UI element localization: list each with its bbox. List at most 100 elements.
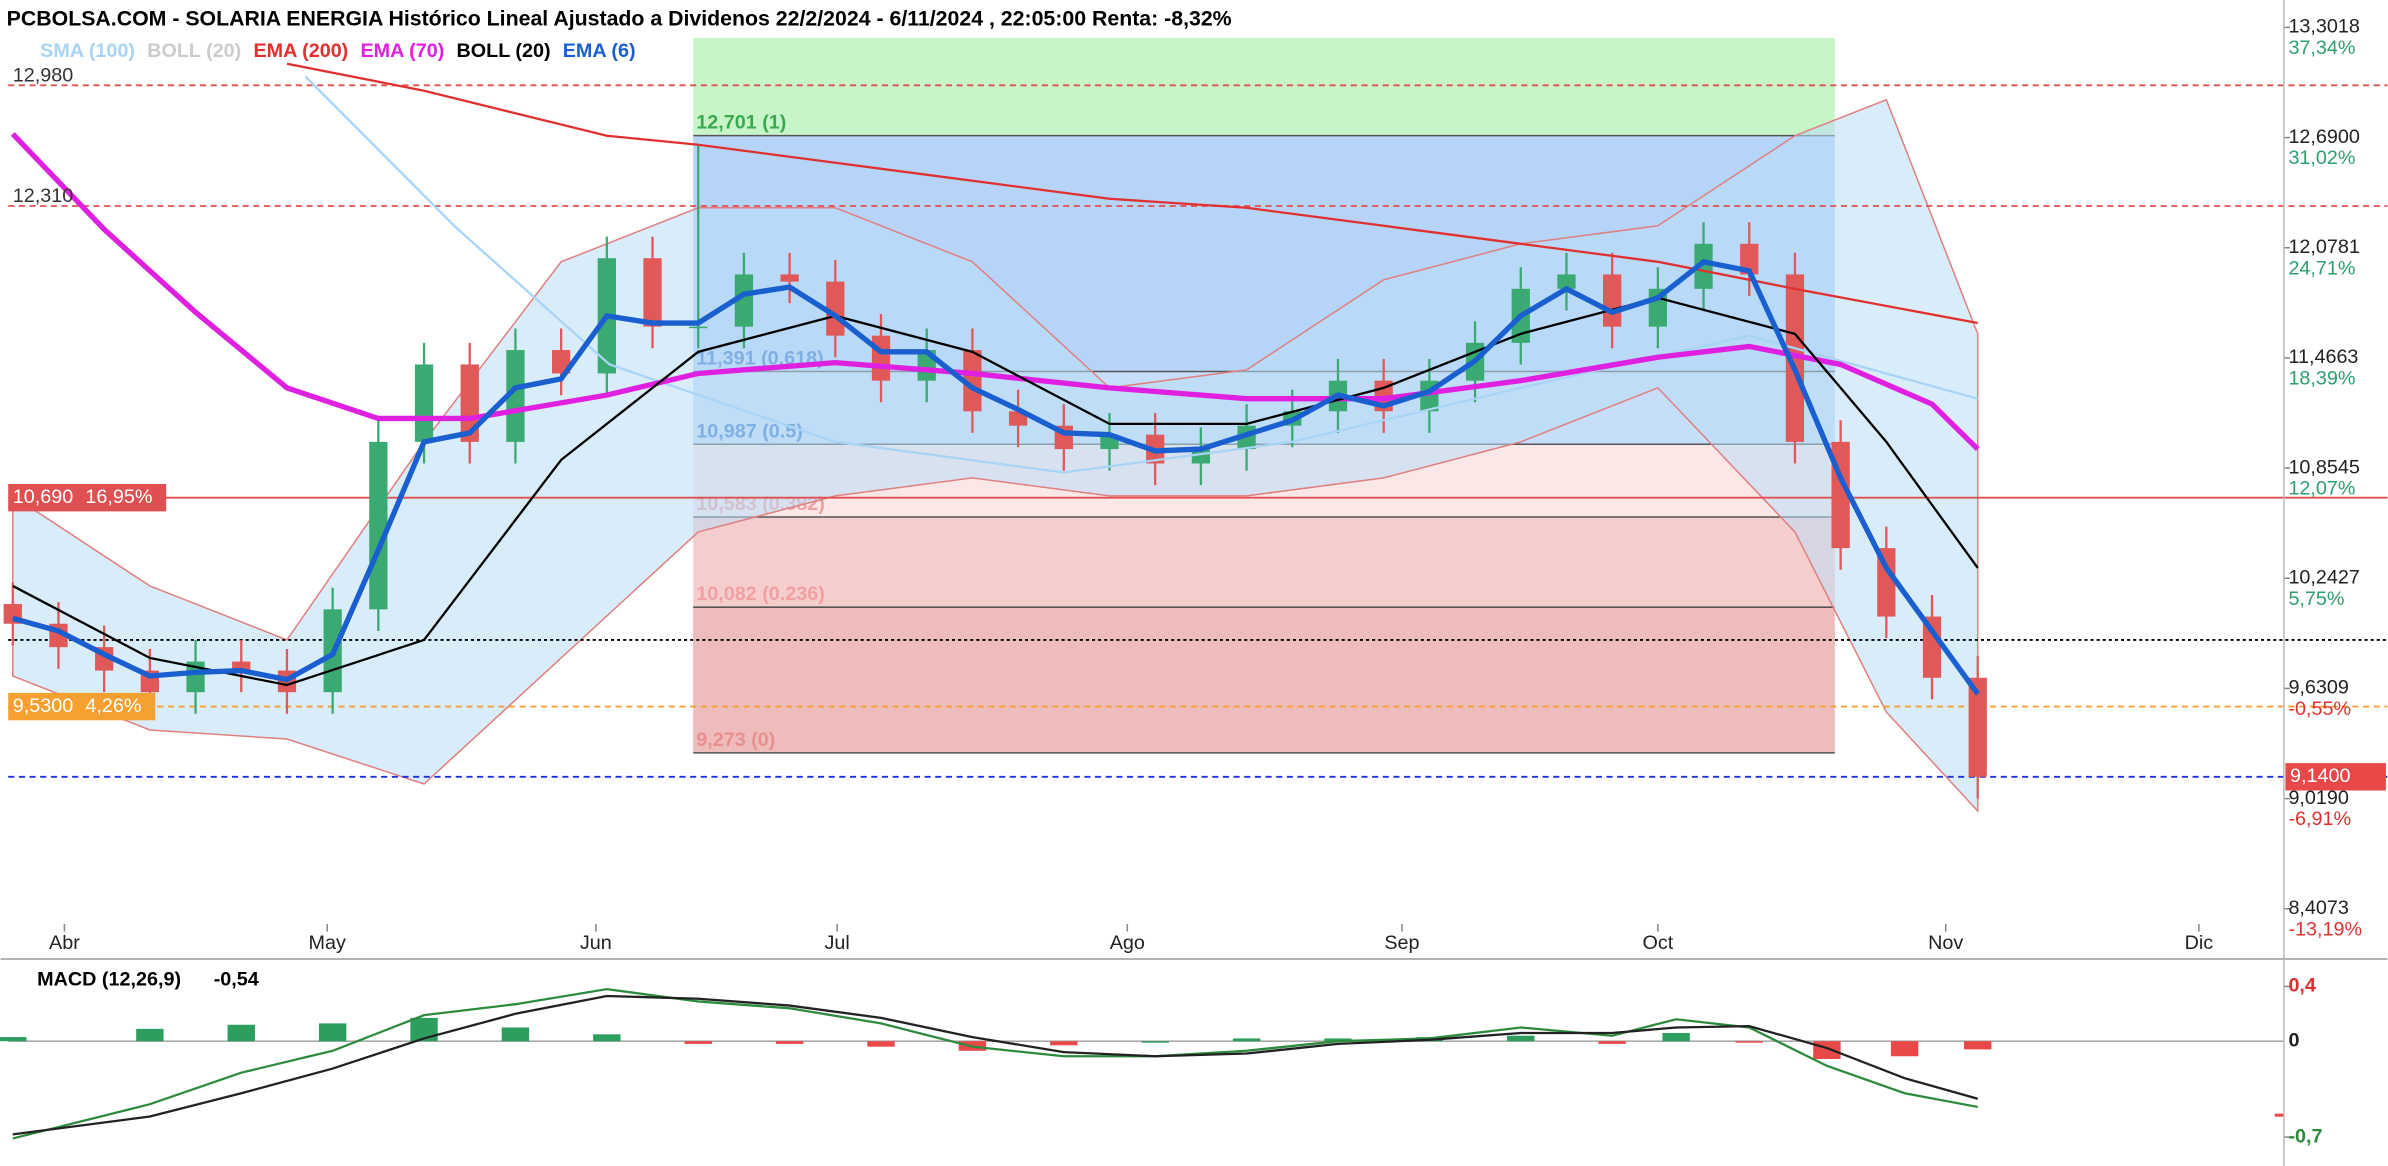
x-tick-label: Jul — [825, 932, 850, 954]
macd-histogram-bar — [1964, 1041, 1992, 1050]
macd-line — [12, 987, 1978, 1140]
y-tick-label: 9,0190 — [2288, 787, 2348, 809]
candle-body — [414, 364, 434, 442]
candle-body — [963, 350, 982, 412]
y-tick-pct-label: 37,34% — [2288, 37, 2355, 59]
fib-label: 12,701 (1) — [696, 112, 786, 134]
y-tick-label: 9,6309 — [2288, 677, 2348, 699]
legend-entry: EMA (70) — [360, 40, 444, 62]
candle-body — [1008, 411, 1028, 426]
indicator-line — [286, 62, 1978, 325]
candle-body — [1740, 243, 1759, 275]
x-tick-label: Jun — [580, 932, 612, 954]
x-tick-label: Oct — [1642, 932, 1673, 954]
x-tick-label: Abr — [49, 932, 80, 954]
macd-histogram-bar — [1324, 1038, 1352, 1042]
x-tick-label: Ago — [1110, 932, 1145, 954]
x-tick-label: May — [309, 932, 346, 954]
macd-histogram-bar — [1507, 1035, 1535, 1042]
macd-histogram-bar — [1890, 1041, 1919, 1057]
candle-body — [1557, 274, 1576, 289]
y-tick-label: 0 — [2288, 1029, 2299, 1051]
y-tick-pct-label: -6,91% — [2288, 808, 2351, 830]
y-tick-pct-label: 18,39% — [2288, 367, 2355, 389]
price-label-box — [8, 692, 156, 721]
candle-body — [1603, 274, 1622, 327]
fib-label: 9,273 (0) — [696, 729, 775, 751]
pct-label: 16,95% — [85, 486, 152, 508]
candle-body — [552, 350, 571, 374]
candle-body — [506, 350, 525, 442]
fib-zone — [693, 607, 1835, 753]
macd-histogram-bar — [410, 1017, 438, 1042]
fib-zone — [693, 38, 1835, 136]
y-tick-label: 12,6900 — [2288, 126, 2359, 148]
legend-entry: EMA (200) — [253, 40, 348, 62]
pct-label: 4,26% — [85, 695, 141, 717]
candle-body — [871, 335, 891, 381]
x-tick-label: Dic — [2185, 932, 2214, 954]
bollinger-band — [12, 98, 1979, 813]
candle-body — [689, 326, 708, 329]
y-tick-label: 10,8545 — [2288, 456, 2359, 478]
candle-body — [734, 274, 754, 327]
y-tick-pct-label: 31,02% — [2288, 147, 2355, 169]
candle-body — [232, 661, 251, 671]
candle-body — [643, 258, 662, 327]
candle-body — [369, 441, 388, 610]
price-label: 12,980 — [13, 64, 73, 86]
macd-histogram-bar — [318, 1023, 347, 1042]
price-label: 12,310 — [13, 185, 73, 207]
price-label: 9,5300 — [13, 695, 73, 717]
indicator-line — [12, 296, 1979, 687]
indicator-line — [12, 258, 1980, 696]
macd-histogram-bar — [1050, 1041, 1078, 1046]
y-tick-pct-label: -0,55% — [2288, 698, 2351, 720]
chart-title: PCBOLSA.COM - SOLARIA ENERGIA Histórico … — [7, 6, 1232, 30]
legend-entry: EMA (6) — [563, 40, 636, 62]
macd-histogram-bar — [593, 1034, 621, 1042]
macd-histogram-bar — [136, 1028, 164, 1042]
candle-body — [780, 274, 799, 282]
candle-body — [1877, 548, 1896, 617]
candle-body — [460, 364, 479, 442]
y-tick-label: 8,4073 — [2288, 897, 2348, 919]
macd-histogram-bar — [1141, 1041, 1169, 1043]
macd-histogram-bar — [1813, 1041, 1841, 1059]
x-tick-label: Nov — [1928, 932, 1963, 954]
y-tick-pct-label: 12,07% — [2288, 478, 2355, 500]
price-label: 10,690 — [13, 486, 73, 508]
legend-entry: BOLL (20) — [147, 40, 241, 62]
y-tick-label: 13,3018 — [2288, 16, 2359, 38]
y-tick-pct-label: 24,71% — [2288, 257, 2355, 279]
y-tick-label: 10,2427 — [2288, 566, 2359, 588]
macd-title: MACD (12,26,9) — [37, 969, 181, 991]
candle-body — [186, 661, 205, 693]
y-tick-pct-label: -13,19% — [2288, 918, 2362, 940]
macd-histogram-bar — [501, 1027, 530, 1042]
macd-histogram-bar — [775, 1041, 804, 1044]
price-label-box — [2285, 763, 2386, 791]
legend-entry: BOLL (20) — [456, 40, 550, 62]
macd-histogram-bar — [1598, 1041, 1626, 1044]
price-label: 9,1400 — [2290, 765, 2350, 787]
macd-line — [12, 994, 1979, 1136]
macd-current: -0,54 — [214, 969, 259, 991]
legend-entry: SMA (100) — [40, 40, 135, 62]
candle-body — [1968, 677, 1987, 777]
indicator-line — [10, 132, 1980, 451]
candle-body — [1922, 616, 1942, 678]
macd-histogram-bar — [227, 1024, 255, 1042]
y-tick-label: 0,4 — [2288, 975, 2315, 997]
x-tick-label: Sep — [1384, 932, 1419, 954]
macd-histogram-bar — [0, 1037, 27, 1042]
y-tick-label: 11,4663 — [2288, 346, 2358, 368]
macd-histogram-bar — [1232, 1038, 1261, 1042]
candle-body — [1694, 243, 1713, 289]
macd-histogram-bar — [1662, 1032, 1690, 1042]
y-tick-label: -0,7 — [2288, 1125, 2322, 1147]
fib-label: 10,082 (0.236) — [696, 583, 825, 605]
macd-histogram-bar — [867, 1041, 895, 1047]
fib-zone — [693, 516, 1835, 608]
